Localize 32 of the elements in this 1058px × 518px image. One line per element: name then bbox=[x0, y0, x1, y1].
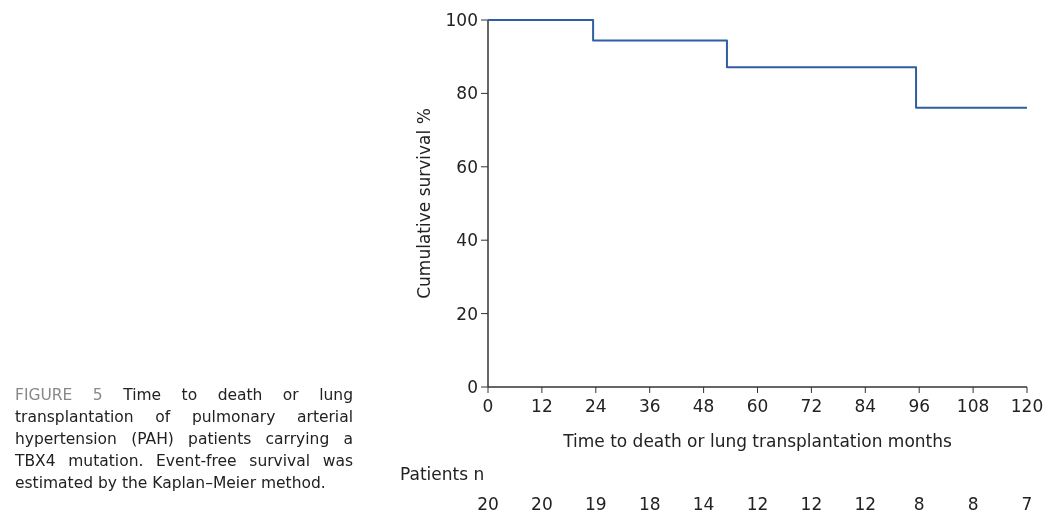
y-tick-label: 0 bbox=[467, 376, 478, 397]
x-tick-label: 120 bbox=[1010, 396, 1044, 416]
text: 14 bbox=[692, 494, 715, 514]
y-tick-label: 80 bbox=[456, 83, 478, 104]
x-tick-label: 0 bbox=[482, 396, 494, 416]
text: 12 bbox=[746, 494, 769, 514]
y-tick-label: 60 bbox=[456, 156, 478, 177]
x-tick-label: 72 bbox=[800, 396, 823, 416]
text: Patients n bbox=[400, 464, 485, 484]
x-tick-label: 108 bbox=[956, 396, 990, 416]
text: FIGURE 5 Time to death or lung transplantation of pulmonary arterial hypertension (PAH) patients carrying a TBX4 mutation. Event-free survival was estimated by the Kaplan–Meier method. bbox=[15, 386, 353, 492]
x-tick-label: 24 bbox=[584, 396, 607, 416]
x-tick-label: 36 bbox=[638, 396, 661, 416]
x-axis-title: Time to death or lung transplantation months bbox=[562, 431, 953, 451]
text: 7 bbox=[1021, 494, 1033, 514]
text: 20 bbox=[477, 494, 499, 514]
x-tick-label: 60 bbox=[746, 396, 769, 416]
x-tick-label: 12 bbox=[531, 396, 553, 416]
text: 12 bbox=[854, 494, 877, 514]
x-tick-label: 48 bbox=[692, 396, 715, 416]
y-axis-title: Cumulative survival % bbox=[414, 108, 434, 299]
text: 8 bbox=[913, 494, 925, 514]
text: 18 bbox=[638, 494, 661, 514]
text: 8 bbox=[967, 494, 979, 514]
y-tick-label: 40 bbox=[456, 230, 478, 251]
x-tick-label: 84 bbox=[854, 396, 877, 416]
y-tick-label: 100 bbox=[445, 9, 478, 30]
text: 12 bbox=[800, 494, 823, 514]
text: 19 bbox=[584, 494, 607, 514]
y-tick-label: 20 bbox=[456, 303, 478, 324]
text: 20 bbox=[531, 494, 553, 514]
x-tick-label: 96 bbox=[908, 396, 931, 416]
